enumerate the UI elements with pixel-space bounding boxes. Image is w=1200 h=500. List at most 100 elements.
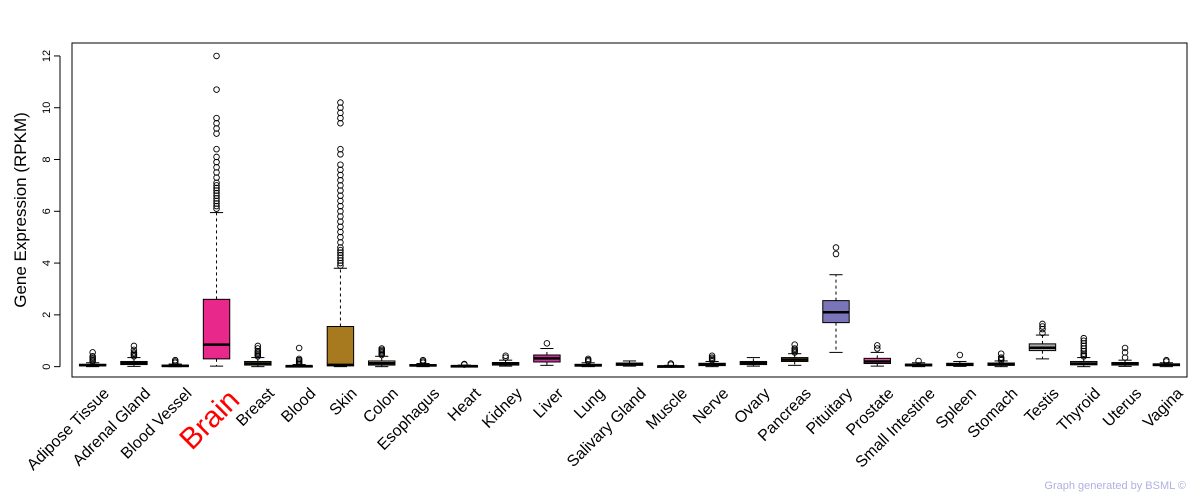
y-axis: 0 2 4 6 8 10 12 xyxy=(41,50,61,370)
outlier-point xyxy=(584,355,592,363)
outlier-point xyxy=(502,354,509,361)
box-stomach xyxy=(987,350,1015,368)
box-small-intestine xyxy=(904,357,933,368)
box-testis xyxy=(1028,320,1057,360)
outlier-point xyxy=(1080,337,1088,345)
box-spleen xyxy=(946,351,974,367)
box-adrenal-gland xyxy=(120,342,148,367)
outlier-point xyxy=(708,352,716,360)
boxes-layer xyxy=(78,52,1181,368)
outlier-point xyxy=(337,246,344,254)
outlier-point xyxy=(213,86,220,93)
y-tick-label: 4 xyxy=(41,260,53,266)
iqr-box xyxy=(202,298,231,360)
outlier-point xyxy=(956,351,964,359)
y-tick-label: 0 xyxy=(41,364,53,370)
box-blood xyxy=(285,344,313,368)
box-thyroid xyxy=(1070,334,1098,368)
box-skin xyxy=(326,99,355,368)
outlier-point xyxy=(213,52,220,60)
outlier-point xyxy=(89,353,96,360)
outlier-point xyxy=(832,250,840,258)
y-tick-label: 6 xyxy=(41,208,53,214)
outlier-point xyxy=(130,342,138,350)
box-heart xyxy=(450,360,479,368)
box-salivary-gland xyxy=(615,360,644,367)
outlier-point xyxy=(254,342,262,350)
box-muscle xyxy=(657,360,685,368)
box-nerve xyxy=(698,352,726,368)
outlier-point xyxy=(1163,356,1170,364)
outlier-point xyxy=(89,349,96,356)
outlier-point xyxy=(667,360,675,367)
outlier-point xyxy=(543,340,551,347)
outlier-point xyxy=(337,145,344,153)
x-tick-label: Uterus xyxy=(1100,385,1145,430)
box-ovary xyxy=(739,357,768,367)
box-uterus xyxy=(1111,344,1139,367)
outlier-point xyxy=(295,355,303,363)
y-tick-label: 2 xyxy=(41,312,53,318)
outlier-point xyxy=(997,354,1005,361)
y-tick-label: 12 xyxy=(41,50,53,62)
y-tick-label: 10 xyxy=(41,102,53,114)
box-adipose-tissue xyxy=(78,349,107,368)
outlier-point xyxy=(832,244,840,251)
box-liver xyxy=(533,340,561,366)
box-kidney xyxy=(491,352,520,367)
outlier-point xyxy=(1039,320,1046,328)
outlier-point xyxy=(708,354,716,361)
outlier-point xyxy=(337,99,344,106)
outlier-point xyxy=(915,357,922,365)
outlier-point xyxy=(502,352,509,360)
box-pancreas xyxy=(780,341,809,366)
outlier-point xyxy=(1080,334,1088,342)
outlier-point xyxy=(213,153,220,161)
box-breast xyxy=(244,342,272,368)
y-tick-label: 8 xyxy=(41,156,53,162)
x-tick-label: Vagina xyxy=(1140,385,1186,431)
outlier-point xyxy=(419,356,427,364)
outlier-point xyxy=(1039,323,1046,330)
footer-credit: Graph generated by BSML © xyxy=(1044,480,1186,492)
plot-area-frame xyxy=(71,42,1188,378)
outlier-point xyxy=(791,341,798,348)
outlier-point xyxy=(130,349,138,356)
outlier-point xyxy=(295,344,303,352)
box-colon xyxy=(368,345,396,368)
outlier-point xyxy=(874,345,881,352)
outlier-point xyxy=(213,182,220,189)
box-prostate xyxy=(863,342,891,367)
box-vagina xyxy=(1152,356,1181,368)
box-lung xyxy=(574,355,602,368)
outlier-point xyxy=(378,345,385,352)
x-tick-label: Blood xyxy=(278,385,319,426)
outlier-point xyxy=(254,345,262,352)
outlier-point xyxy=(130,346,138,354)
x-tick-label: Lung xyxy=(571,385,608,422)
x-tick-label: Nerve xyxy=(690,385,732,427)
x-tick-label: Liver xyxy=(531,385,568,422)
box-esophagus xyxy=(409,356,437,368)
x-tick-label: Thyroid xyxy=(1054,385,1104,435)
outlier-point xyxy=(171,358,179,365)
x-tick-label: Kidney xyxy=(479,385,526,432)
outlier-point xyxy=(997,350,1005,357)
outlier-point xyxy=(171,356,179,364)
outlier-point xyxy=(337,161,344,168)
outlier-point xyxy=(1121,344,1129,352)
x-tick-label: Skin xyxy=(327,385,361,419)
box-pituitary xyxy=(822,244,850,353)
iqr-box xyxy=(326,326,355,367)
outlier-point xyxy=(874,342,881,349)
outlier-point xyxy=(213,114,220,122)
outlier-point xyxy=(213,145,220,153)
outlier-point xyxy=(791,345,798,352)
y-axis-label: Gene Expression (RPKM) xyxy=(11,112,30,308)
box-brain xyxy=(202,52,231,367)
outlier-point xyxy=(1121,349,1129,356)
outlier-point xyxy=(1039,329,1046,337)
box-blood-vessel xyxy=(161,356,189,368)
